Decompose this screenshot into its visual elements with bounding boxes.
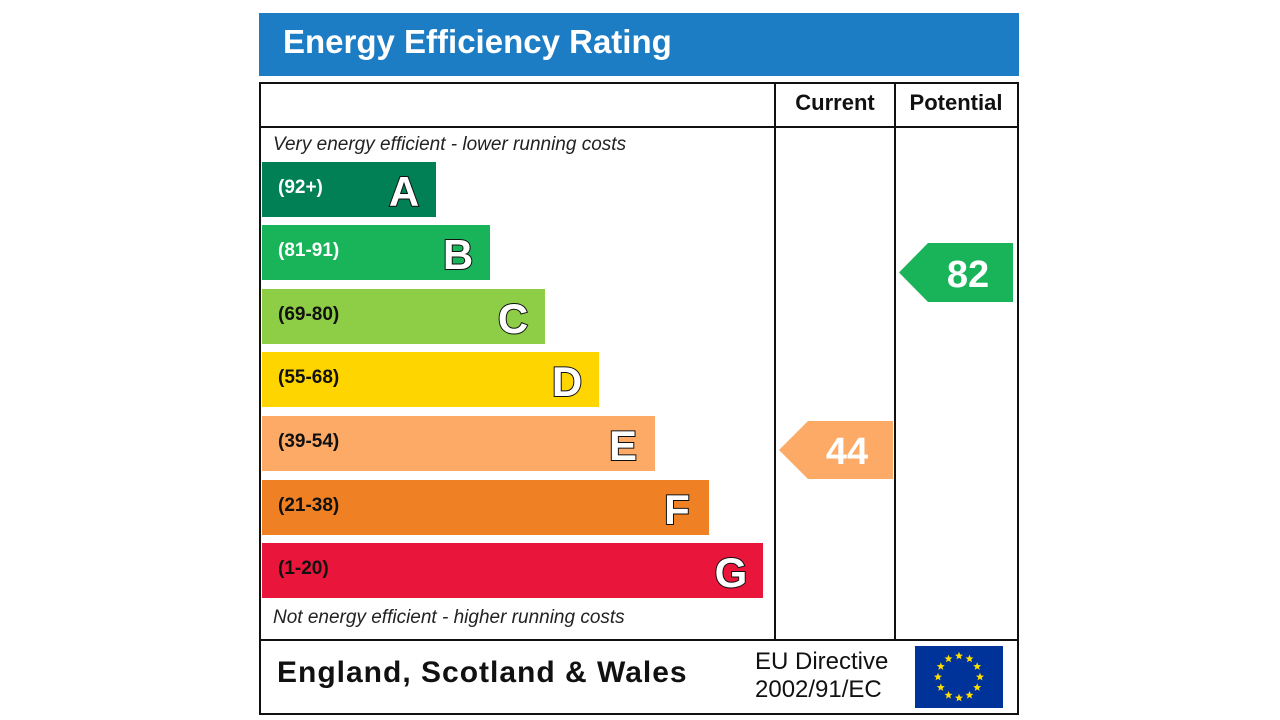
svg-text:G: G bbox=[715, 549, 748, 595]
directive-line2: 2002/91/EC bbox=[755, 676, 882, 703]
star-icon bbox=[934, 672, 942, 681]
svg-text:F: F bbox=[664, 486, 690, 532]
column-divider bbox=[894, 82, 896, 641]
title-bar: Energy Efficiency Rating bbox=[259, 13, 1019, 76]
top-note: Very energy efficient - lower running co… bbox=[273, 134, 627, 155]
star-icon bbox=[944, 691, 953, 699]
star-icon bbox=[936, 683, 945, 691]
current-rating-value: 44 bbox=[826, 431, 868, 473]
eu-directive: EU Directive 2002/91/EC bbox=[755, 648, 888, 704]
band-letter: E bbox=[608, 421, 638, 468]
rating-table bbox=[259, 82, 1019, 715]
band-range: (81-91) bbox=[278, 240, 340, 261]
potential-rating-value: 82 bbox=[947, 254, 989, 296]
star-icon bbox=[955, 651, 963, 660]
eu-flag-icon bbox=[915, 646, 1003, 708]
column-header-potential: Potential bbox=[909, 90, 1003, 115]
band-g: (1-20) G bbox=[262, 543, 763, 598]
band-letter: D bbox=[551, 357, 583, 404]
star-icon bbox=[936, 662, 945, 670]
star-icon bbox=[955, 693, 963, 702]
band-range: (69-80) bbox=[278, 304, 340, 325]
band-range: (1-20) bbox=[278, 558, 329, 579]
band-d: (55-68) D bbox=[262, 352, 599, 407]
band-b: (81-91) B bbox=[262, 225, 490, 280]
svg-text:B: B bbox=[443, 231, 473, 277]
band-letter: A bbox=[388, 167, 420, 214]
bottom-note: Not energy efficient - higher running co… bbox=[273, 607, 625, 628]
band-a: (92+) A bbox=[262, 162, 436, 217]
band-range: (21-38) bbox=[278, 495, 340, 516]
column-header-current: Current bbox=[795, 90, 875, 115]
potential-rating-arrow: 82 bbox=[899, 243, 1013, 302]
star-icon bbox=[965, 654, 974, 663]
svg-text:E: E bbox=[609, 422, 637, 468]
band-letter: C bbox=[497, 294, 529, 341]
star-icon bbox=[973, 662, 982, 670]
band-range: (92+) bbox=[278, 177, 323, 198]
svg-text:C: C bbox=[498, 295, 528, 341]
svg-text:A: A bbox=[389, 168, 419, 214]
star-icon bbox=[944, 654, 953, 663]
band-letter: F bbox=[663, 485, 691, 532]
star-icon bbox=[973, 683, 982, 691]
column-divider bbox=[774, 82, 776, 641]
band-range: (55-68) bbox=[278, 367, 340, 388]
chart-title: Energy Efficiency Rating bbox=[283, 23, 672, 60]
region-label: England, Scotland & Wales bbox=[277, 656, 688, 689]
star-icon bbox=[976, 672, 984, 681]
band-c: (69-80) C bbox=[262, 289, 545, 344]
band-f: (21-38) F bbox=[262, 480, 709, 535]
directive-line1: EU Directive bbox=[755, 648, 889, 675]
band-letter: G bbox=[714, 548, 749, 595]
star-icon bbox=[965, 691, 974, 699]
current-rating-arrow: 44 bbox=[779, 421, 893, 479]
header-divider bbox=[259, 126, 1019, 128]
svg-text:D: D bbox=[552, 358, 582, 404]
band-letter: B bbox=[442, 230, 474, 277]
footer-divider bbox=[259, 639, 1019, 641]
band-range: (39-54) bbox=[278, 431, 340, 452]
band-e: (39-54) E bbox=[262, 416, 655, 471]
